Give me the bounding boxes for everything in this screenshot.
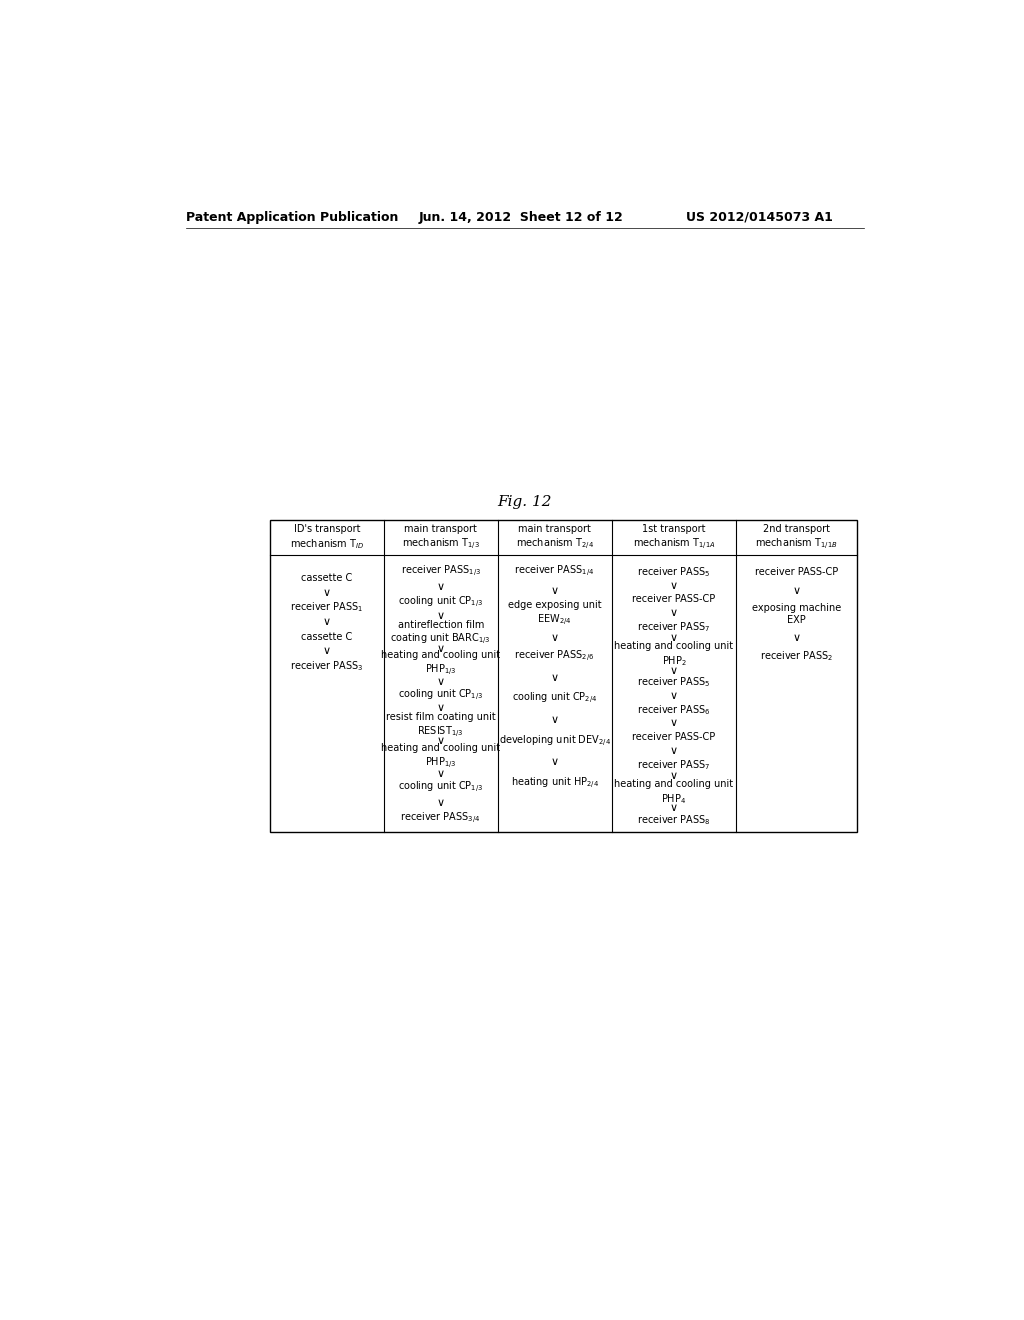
Text: heating and cooling unit
PHP$_{1/3}$: heating and cooling unit PHP$_{1/3}$: [381, 743, 501, 771]
Text: receiver PASS$_{1/4}$: receiver PASS$_{1/4}$: [514, 565, 595, 579]
Text: ∨: ∨: [670, 718, 678, 729]
Text: 2nd transport
mechanism T$_{1/1B}$: 2nd transport mechanism T$_{1/1B}$: [755, 524, 838, 552]
Text: ∨: ∨: [551, 673, 559, 682]
Text: resist film coating unit
RESIST$_{1/3}$: resist film coating unit RESIST$_{1/3}$: [386, 711, 496, 739]
Text: cooling unit CP$_{1/3}$: cooling unit CP$_{1/3}$: [398, 595, 483, 610]
Text: ∨: ∨: [670, 746, 678, 756]
Text: ∨: ∨: [323, 616, 331, 627]
Text: receiver PASS$_7$: receiver PASS$_7$: [637, 758, 711, 772]
Text: receiver PASS$_{2/6}$: receiver PASS$_{2/6}$: [514, 649, 595, 664]
Text: developing unit DEV$_{2/4}$: developing unit DEV$_{2/4}$: [499, 734, 610, 748]
Text: antireflection film
coating unit BARC$_{1/3}$: antireflection film coating unit BARC$_{…: [390, 619, 492, 647]
Text: edge exposing unit
EEW$_{2/4}$: edge exposing unit EEW$_{2/4}$: [508, 601, 601, 628]
Text: ∨: ∨: [670, 665, 678, 676]
Text: ∨: ∨: [551, 715, 559, 725]
Text: ∨: ∨: [670, 634, 678, 643]
Text: ∨: ∨: [323, 647, 331, 656]
Bar: [270, 520, 856, 832]
Text: ∨: ∨: [670, 771, 678, 781]
Text: ∨: ∨: [323, 587, 331, 598]
Text: Jun. 14, 2012  Sheet 12 of 12: Jun. 14, 2012 Sheet 12 of 12: [419, 211, 624, 224]
Text: heating and cooling unit
PHP$_4$: heating and cooling unit PHP$_4$: [614, 779, 733, 805]
Text: 1st transport
mechanism T$_{1/1A}$: 1st transport mechanism T$_{1/1A}$: [633, 524, 716, 552]
Text: receiver PASS$_3$: receiver PASS$_3$: [290, 659, 364, 673]
Text: ∨: ∨: [436, 611, 444, 620]
Text: Patent Application Publication: Patent Application Publication: [186, 211, 398, 224]
Text: receiver PASS$_7$: receiver PASS$_7$: [637, 620, 711, 634]
Text: ∨: ∨: [551, 632, 559, 643]
Text: cooling unit CP$_{2/4}$: cooling unit CP$_{2/4}$: [512, 692, 597, 706]
Text: ∨: ∨: [670, 609, 678, 618]
Text: cooling unit CP$_{1/3}$: cooling unit CP$_{1/3}$: [398, 780, 483, 795]
Text: ∨: ∨: [436, 644, 444, 653]
Text: ∨: ∨: [436, 737, 444, 746]
Text: ∨: ∨: [551, 758, 559, 767]
Text: ∨: ∨: [551, 586, 559, 595]
Text: ∨: ∨: [670, 690, 678, 701]
Text: ∨: ∨: [436, 582, 444, 593]
Text: ∨: ∨: [436, 770, 444, 779]
Text: ∨: ∨: [436, 797, 444, 808]
Text: ∨: ∨: [436, 704, 444, 713]
Text: cassette C: cassette C: [301, 573, 352, 583]
Text: heating unit HP$_{2/4}$: heating unit HP$_{2/4}$: [511, 776, 599, 791]
Text: ∨: ∨: [793, 586, 801, 595]
Text: receiver PASS$_5$: receiver PASS$_5$: [637, 676, 711, 689]
Text: receiver PASS$_5$: receiver PASS$_5$: [637, 565, 711, 578]
Text: main transport
mechanism T$_{2/4}$: main transport mechanism T$_{2/4}$: [515, 524, 594, 552]
Text: heating and cooling unit
PHP$_2$: heating and cooling unit PHP$_2$: [614, 642, 733, 668]
Text: receiver PASS$_8$: receiver PASS$_8$: [637, 813, 711, 826]
Text: ∨: ∨: [670, 804, 678, 813]
Text: ∨: ∨: [436, 677, 444, 686]
Text: ∨: ∨: [793, 632, 801, 643]
Text: receiver PASS-CP: receiver PASS-CP: [633, 733, 716, 742]
Text: receiver PASS$_2$: receiver PASS$_2$: [760, 649, 834, 664]
Text: main transport
mechanism T$_{1/3}$: main transport mechanism T$_{1/3}$: [401, 524, 479, 552]
Text: Fig. 12: Fig. 12: [498, 495, 552, 508]
Text: receiver PASS$_{3/4}$: receiver PASS$_{3/4}$: [400, 810, 481, 826]
Text: ∨: ∨: [670, 581, 678, 590]
Text: cassette C: cassette C: [301, 631, 352, 642]
Text: exposing machine
EXP: exposing machine EXP: [752, 603, 841, 626]
Text: receiver PASS$_6$: receiver PASS$_6$: [637, 702, 711, 717]
Text: heating and cooling unit
PHP$_{1/3}$: heating and cooling unit PHP$_{1/3}$: [381, 651, 501, 678]
Text: US 2012/0145073 A1: US 2012/0145073 A1: [686, 211, 833, 224]
Text: cooling unit CP$_{1/3}$: cooling unit CP$_{1/3}$: [398, 688, 483, 702]
Text: receiver PASS-CP: receiver PASS-CP: [633, 594, 716, 605]
Text: receiver PASS-CP: receiver PASS-CP: [755, 566, 838, 577]
Text: ID's transport
mechanism T$_{ID}$: ID's transport mechanism T$_{ID}$: [290, 524, 365, 550]
Text: receiver PASS$_1$: receiver PASS$_1$: [290, 601, 364, 614]
Text: receiver PASS$_{1/3}$: receiver PASS$_{1/3}$: [400, 565, 481, 579]
